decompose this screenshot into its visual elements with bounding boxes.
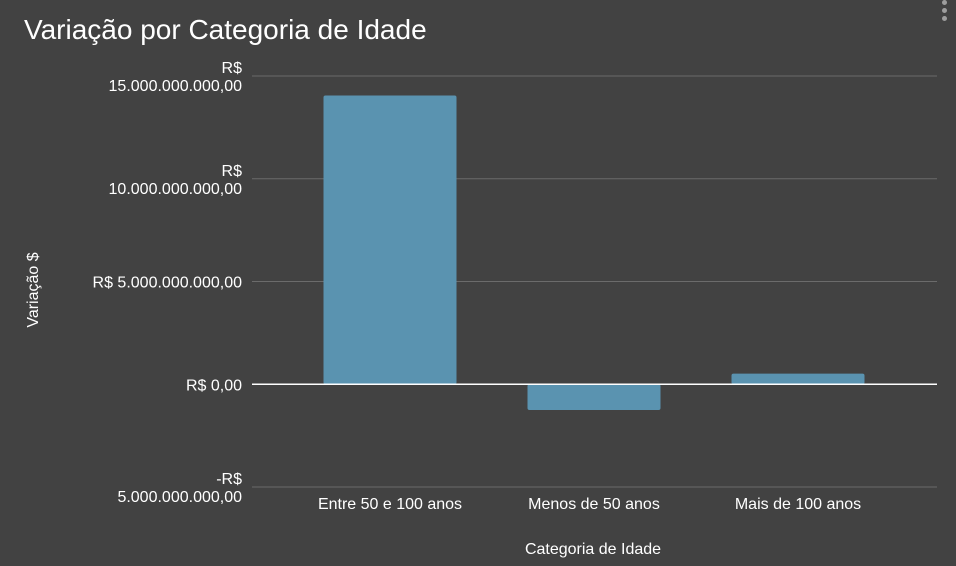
- y-tick-label: R$: [222, 163, 243, 180]
- y-tick-label: R$: [222, 60, 243, 77]
- y-axis-title: Variação $: [25, 252, 42, 327]
- x-tick-label: Entre 50 e 100 anos: [318, 496, 462, 513]
- x-tick-label: Menos de 50 anos: [528, 496, 660, 513]
- y-tick-label: R$ 5.000.000.000,00: [93, 275, 243, 292]
- y-tick-label: -R$: [216, 471, 242, 488]
- y-tick-label: 5.000.000.000,00: [117, 489, 242, 506]
- bar[interactable]: [323, 95, 457, 385]
- more-vert-icon[interactable]: [940, 0, 950, 26]
- y-tick-label: 10.000.000.000,00: [109, 181, 243, 198]
- y-tick-labels: R$15.000.000.000,00R$10.000.000.000,00R$…: [93, 60, 243, 506]
- y-tick-label: R$ 0,00: [186, 377, 242, 394]
- y-tick-label: 15.000.000.000,00: [109, 78, 243, 95]
- bar[interactable]: [731, 373, 865, 385]
- chart-title: Variação por Categoria de Idade: [24, 14, 427, 45]
- bars: [323, 95, 865, 410]
- x-tick-label: Mais de 100 anos: [735, 496, 861, 513]
- x-axis-title: Categoria de Idade: [525, 541, 661, 558]
- bar[interactable]: [527, 384, 661, 410]
- x-tick-labels: Entre 50 e 100 anos Menos de 50 anos Mais …: [318, 496, 861, 513]
